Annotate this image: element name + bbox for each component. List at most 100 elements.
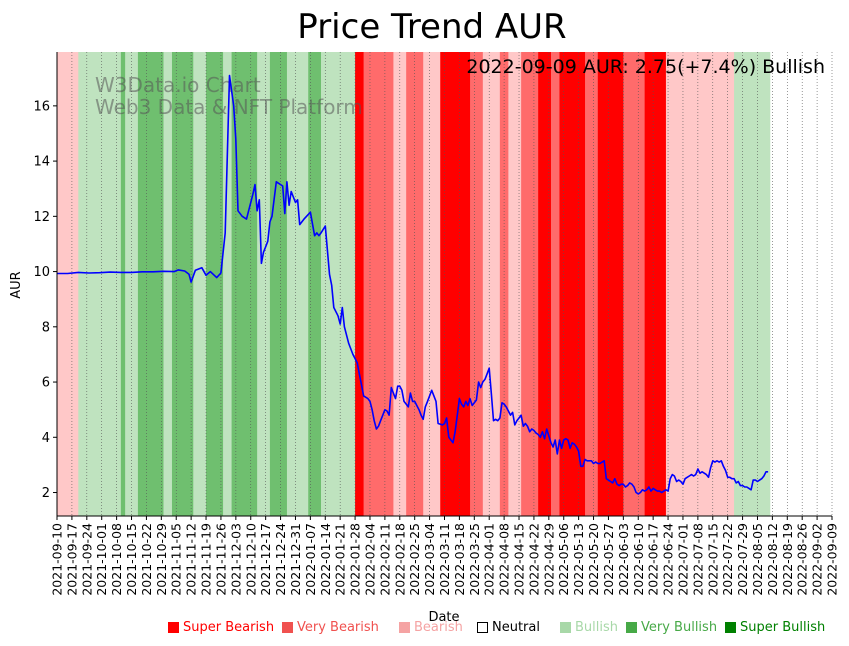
sentiment-band-bearish [508, 52, 524, 516]
x-tick-label: 2022-02-25 [407, 523, 422, 596]
sentiment-band-very_bearish [470, 52, 485, 516]
x-ticks: 2021-09-10 2021-09-17 2021-09-24 2021-10-01… [50, 516, 840, 596]
x-tick-label: 2022-06-24 [661, 523, 676, 596]
legend-label: Very Bullish [641, 620, 718, 635]
legend-label: Neutral [492, 620, 540, 635]
x-tick-label: 2022-02-18 [392, 523, 407, 596]
sentiment-band-bearish [393, 52, 409, 516]
chart-title: Price Trend AUR [297, 7, 566, 47]
y-tick-label: 16 [33, 99, 50, 114]
x-tick-label: 2021-10-15 [124, 523, 139, 596]
sentiment-band-super_bearish [355, 52, 366, 516]
legend-marker [626, 622, 637, 633]
x-tick-label: 2022-06-10 [631, 523, 646, 596]
x-tick-label: 2021-12-03 [228, 523, 243, 596]
x-tick-label: 2022-05-06 [556, 523, 571, 596]
x-tick-label: 2021-11-19 [199, 523, 214, 596]
legend-marker [560, 622, 571, 633]
x-tick-label: 2022-06-03 [616, 523, 631, 596]
x-tick-label: 2022-01-14 [318, 523, 333, 596]
y-tick-label: 12 [33, 210, 50, 225]
x-tick-label: 2022-05-27 [601, 523, 616, 596]
legend-item: Super Bearish [168, 620, 274, 635]
y-axis-label: AUR [9, 271, 24, 298]
x-tick-label: 2021-09-24 [79, 523, 94, 596]
x-tick-label: 2022-07-22 [720, 523, 735, 596]
sentiment-band-bearish [423, 52, 443, 516]
x-tick-label: 2021-10-22 [139, 523, 154, 596]
x-tick-label: 2021-10-01 [94, 523, 109, 596]
sentiment-band-very_bullish [171, 52, 196, 516]
sentiment-band-very_bearish [363, 52, 396, 516]
sentiment-band-very_bullish [269, 52, 290, 516]
x-tick-label: 2021-12-31 [288, 523, 303, 596]
sentiment-band-bullish [193, 52, 209, 516]
sentiment-band-very_bullish [120, 52, 128, 516]
legend-item: Bullish [560, 620, 618, 635]
y-tick-label: 8 [42, 320, 50, 335]
legend-marker [725, 622, 736, 633]
x-tick-label: 2021-09-10 [50, 523, 65, 596]
x-tick-label: 2022-02-04 [362, 523, 377, 596]
y-ticks: 2 4 6 8 10 12 14 16 [33, 99, 57, 501]
sentiment-band-super_bearish [538, 52, 554, 516]
legend-marker [399, 622, 410, 633]
x-tick-label: 2022-04-29 [541, 523, 556, 596]
legend-label: Super Bullish [740, 620, 826, 635]
sentiment-band-super_bearish [440, 52, 473, 516]
legend-item: Very Bearish [282, 620, 379, 635]
y-tick-label: 14 [33, 155, 50, 170]
x-tick-label: 2022-08-26 [795, 523, 810, 596]
x-tick-label: 2021-10-29 [154, 523, 169, 596]
sentiment-band-very_bullish [137, 52, 166, 516]
legend-label: Super Bearish [183, 620, 275, 635]
legend-label: Very Bearish [297, 620, 379, 635]
legend-item: Super Bullish [725, 620, 825, 635]
legend-marker [477, 622, 488, 633]
x-tick-label: 2022-07-01 [675, 523, 690, 596]
y-tick-label: 10 [33, 265, 50, 280]
weekly-gridlines [56, 52, 833, 516]
legend-item: Neutral [477, 620, 540, 635]
sentiment-band-bullish [257, 52, 273, 516]
sentiment-band-bullish [78, 52, 124, 516]
sentiment-band-bullish [321, 52, 358, 516]
x-tick-label: 2021-11-05 [169, 523, 184, 596]
x-tick-label: 2021-12-17 [258, 523, 273, 596]
x-tick-label: 2022-03-25 [467, 523, 482, 596]
y-tick-label: 4 [42, 431, 50, 446]
price-line [57, 74, 769, 495]
x-tick-label: 2021-12-24 [273, 523, 288, 596]
x-tick-label: 2022-03-04 [422, 523, 437, 596]
x-axis-label: Date [428, 610, 459, 625]
x-tick-label: 2022-07-15 [705, 523, 720, 596]
sentiment-band-very_bearish [521, 52, 541, 516]
sentiment-band-bearish [57, 52, 81, 516]
sentiment-band-super_bearish [597, 52, 626, 516]
watermark-line-1: W3Data.io Chart [95, 73, 261, 97]
sentiment-band-bearish [482, 52, 502, 516]
x-tick-label: 2022-04-15 [512, 523, 527, 596]
sentiment-band-very_bearish [499, 52, 511, 516]
x-tick-label: 2022-04-01 [482, 523, 497, 596]
x-tick-label: 2022-09-09 [825, 523, 840, 596]
y-tick-label: 2 [42, 486, 50, 501]
y-tick-label: 6 [42, 376, 50, 391]
x-tick-label: 2022-03-18 [452, 523, 467, 596]
sentiment-band-very_bearish [550, 52, 562, 516]
x-tick-label: 2022-05-13 [571, 523, 586, 596]
x-tick-label: 2022-07-08 [690, 523, 705, 596]
sentiment-legend: Super Bearish Very Bearish Bearish Neutral B… [0, 620, 849, 640]
x-tick-label: 2021-12-10 [243, 523, 258, 596]
sentiment-band-super_bearish [559, 52, 588, 516]
x-tick-label: 2022-09-02 [810, 523, 825, 596]
sentiment-band-very_bearish [406, 52, 426, 516]
x-tick-label: 2022-06-17 [646, 523, 661, 596]
x-tick-label: 2022-04-22 [526, 523, 541, 596]
legend-label: Bearish [414, 620, 463, 635]
legend-item: Bearish [399, 620, 463, 635]
sentiment-band-very_bearish [585, 52, 600, 516]
sentiment-band-super_bearish [644, 52, 669, 516]
x-tick-label: 2022-01-07 [303, 523, 318, 596]
x-tick-label: 2022-08-05 [750, 523, 765, 596]
